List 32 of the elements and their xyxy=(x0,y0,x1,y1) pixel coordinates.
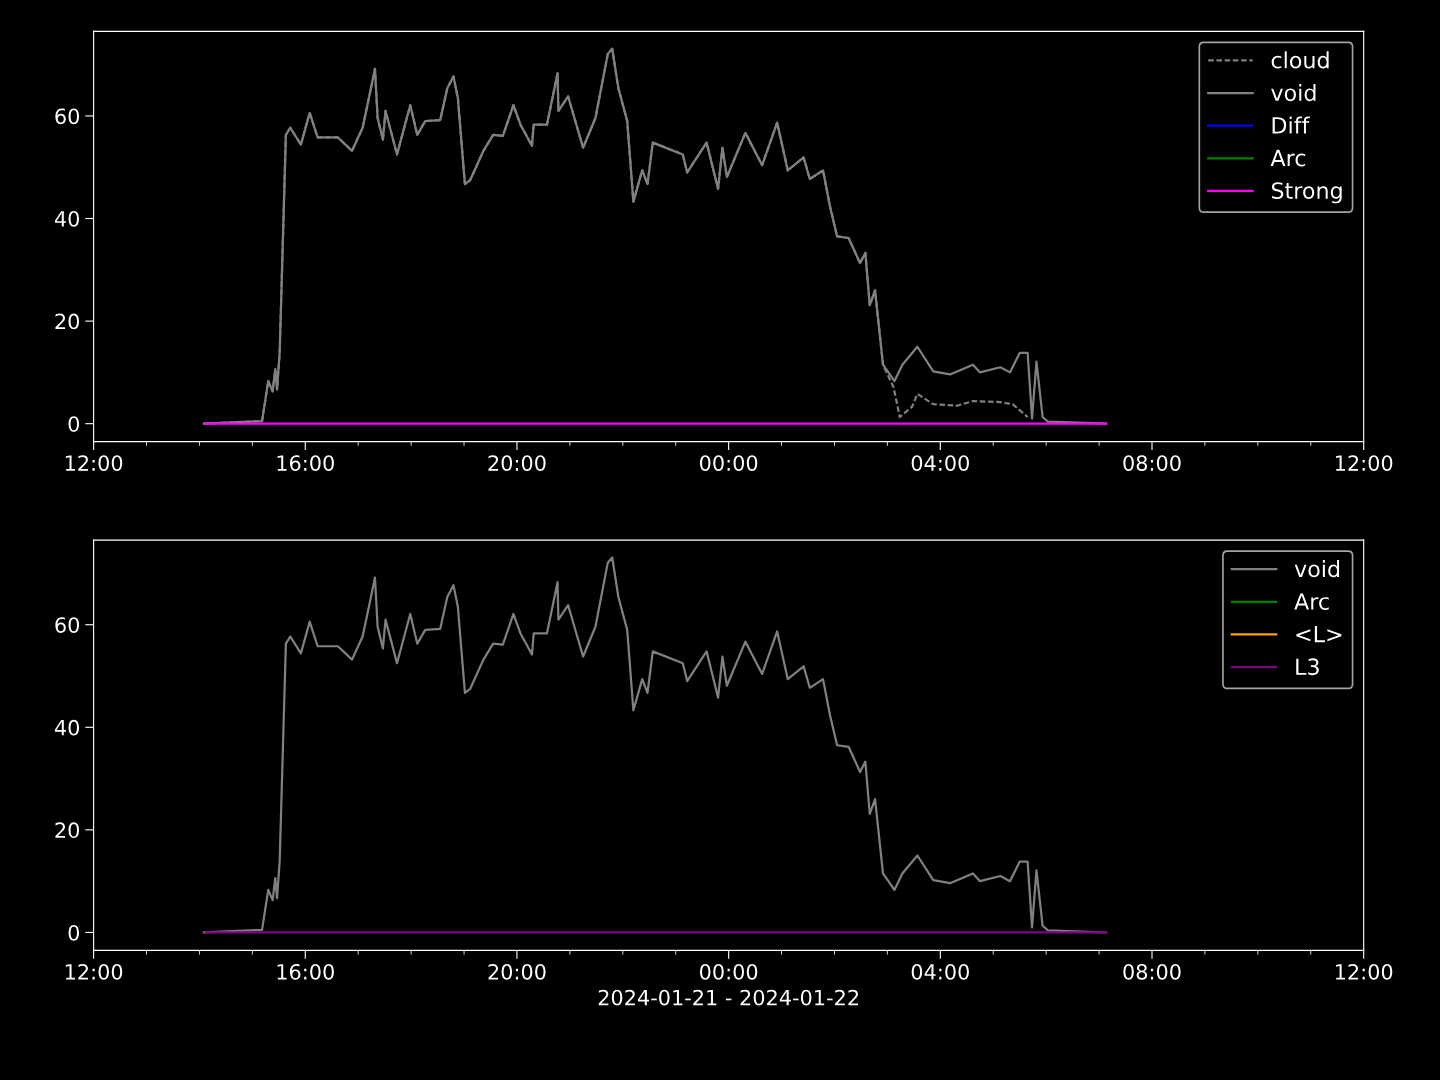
x-tick-label: 20:00 xyxy=(488,455,546,471)
legend-label: Strong xyxy=(1271,182,1342,204)
x-axis-title: 2024-01-21 - 2024-01-22 xyxy=(598,989,859,1006)
legend-label: void xyxy=(1271,83,1316,102)
legend-label: Diff xyxy=(1272,116,1310,134)
x-tick-label: 12:00 xyxy=(1335,455,1393,471)
x-tick-label: 16:00 xyxy=(277,963,334,980)
legend-label: <L> xyxy=(1296,626,1342,643)
y-tick-label: 0 xyxy=(68,924,80,941)
legend-label: Arc xyxy=(1294,593,1329,610)
x-tick-label: 08:00 xyxy=(1123,455,1181,471)
legend-label: void xyxy=(1294,560,1340,578)
x-tick-label: 12:00 xyxy=(1335,963,1393,980)
y-tick-label: 20 xyxy=(55,313,80,330)
y-tick-label: 40 xyxy=(54,719,80,736)
x-tick-label: 00:00 xyxy=(699,963,758,980)
x-tick-label: 04:00 xyxy=(911,963,969,980)
x-tick-label: 12:00 xyxy=(65,963,123,980)
legend-label: Arc xyxy=(1270,149,1306,167)
y-tick-label: 60 xyxy=(55,617,80,633)
y-tick-label: 60 xyxy=(55,108,80,125)
y-tick-label: 40 xyxy=(54,210,80,227)
x-tick-label: 12:00 xyxy=(65,455,123,471)
legend-label: L3 xyxy=(1296,658,1319,676)
x-tick-label: 04:00 xyxy=(911,455,969,471)
y-tick-label: 20 xyxy=(55,822,80,839)
legend-label: cloud xyxy=(1271,51,1329,69)
y-tick-label: 0 xyxy=(68,416,80,432)
x-tick-label: 20:00 xyxy=(488,963,546,980)
x-tick-label: 00:00 xyxy=(699,455,758,471)
x-tick-label: 16:00 xyxy=(277,455,334,471)
x-tick-label: 08:00 xyxy=(1123,963,1181,980)
